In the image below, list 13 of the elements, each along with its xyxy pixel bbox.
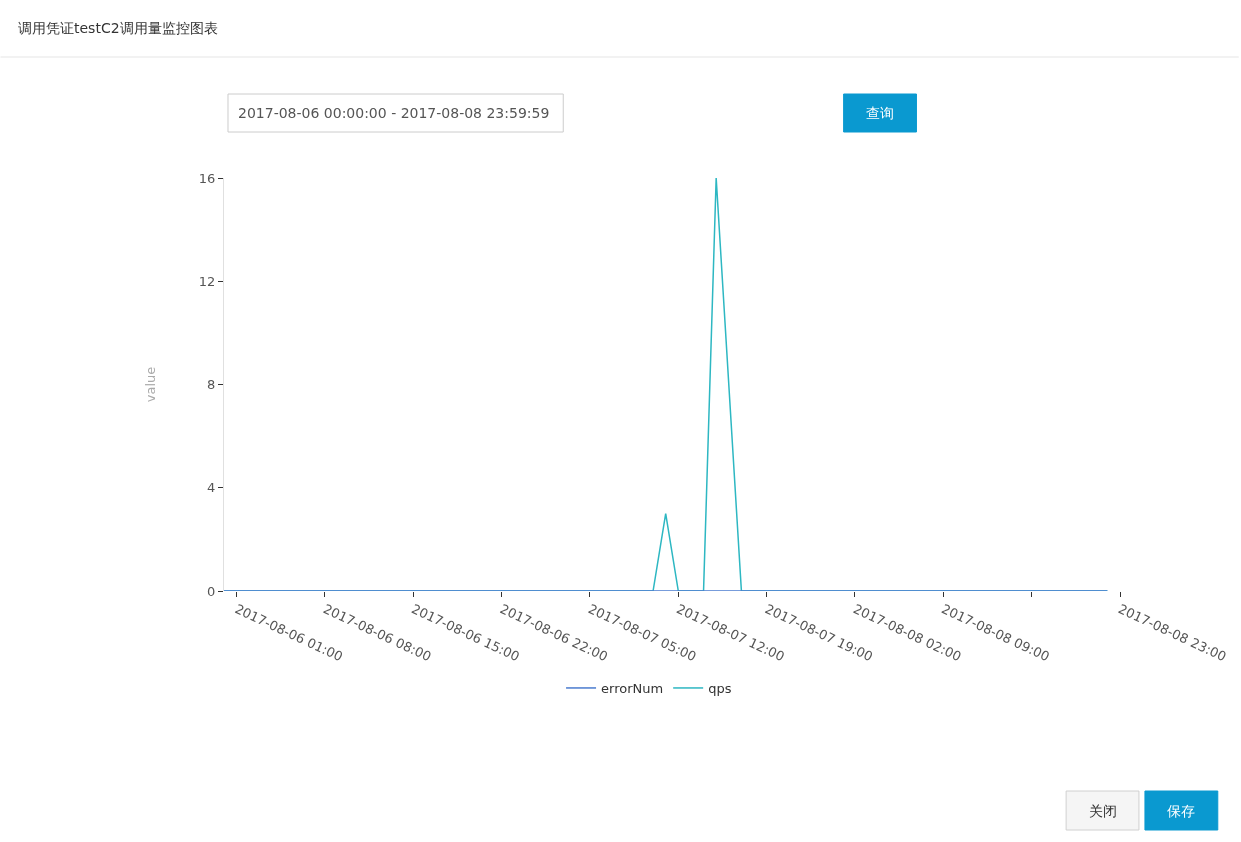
y-tick-label: 8 xyxy=(207,377,216,393)
y-tick-label: 16 xyxy=(198,170,216,186)
y-tick-label: 12 xyxy=(198,273,216,289)
y-axis-title: value xyxy=(142,366,158,403)
chart-title: 调用凭证testC2调用量监控图表 xyxy=(18,20,218,36)
legend-label: errorNum xyxy=(601,681,664,697)
legend-label: qps xyxy=(708,681,732,697)
text: 关闭 xyxy=(1089,803,1117,819)
text: 查询 xyxy=(866,105,894,121)
y-tick-label: 0 xyxy=(207,583,216,599)
text: 2017-08-06 00:00:00 - 2017-08-08 23:59:59 xyxy=(238,105,550,121)
text: 保存 xyxy=(1167,803,1195,819)
y-tick-label: 4 xyxy=(207,480,216,496)
